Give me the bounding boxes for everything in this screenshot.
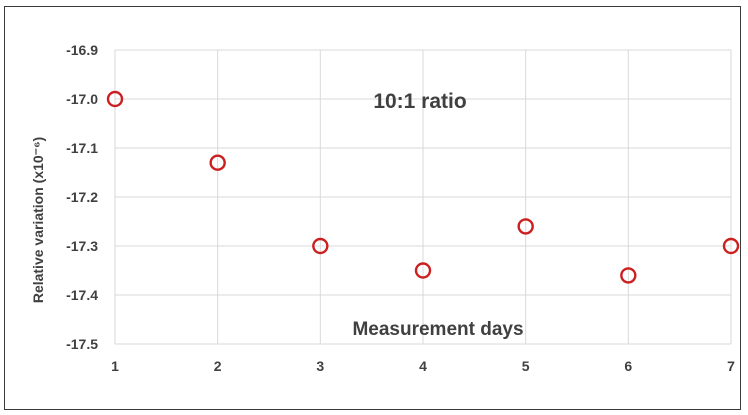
x-axis-label: Measurement days	[352, 319, 523, 340]
data-point	[620, 267, 637, 284]
grid-lines	[114, 49, 732, 345]
y-tick-label: -17.5	[66, 336, 98, 352]
data-point	[209, 154, 226, 171]
y-tick-label: -17.1	[66, 140, 98, 156]
chart-title: 10:1 ratio	[373, 90, 466, 113]
data-point	[414, 262, 432, 279]
y-tick-label: -17.2	[66, 189, 98, 205]
y-tick-label: -17.3	[66, 238, 98, 254]
data-points	[106, 90, 740, 284]
data-point	[106, 90, 124, 108]
x-tick-label: 4	[419, 358, 427, 374]
chart-frame	[4, 6, 741, 410]
y-tick-label: -17.0	[66, 91, 98, 107]
x-tick-label: 5	[522, 358, 530, 374]
y-tick-label: -17.4	[66, 287, 98, 303]
y-tick-label: -16.9	[66, 42, 98, 58]
axis-ticks: -16.9 -17.0 -17.1 -17.2 -17.3 -17.4 -17.5 1 2 3 4 5…	[66, 42, 735, 374]
data-point	[312, 237, 329, 255]
data-point	[722, 237, 740, 255]
x-tick-label: 2	[214, 358, 222, 374]
x-tick-label: 3	[316, 358, 324, 374]
x-tick-label: 6	[624, 358, 632, 374]
x-tick-label: 1	[111, 358, 119, 374]
y-axis-label: Relative variation (x10⁻⁶)	[30, 137, 46, 303]
x-tick-label: 7	[727, 358, 735, 374]
data-point	[517, 218, 534, 235]
